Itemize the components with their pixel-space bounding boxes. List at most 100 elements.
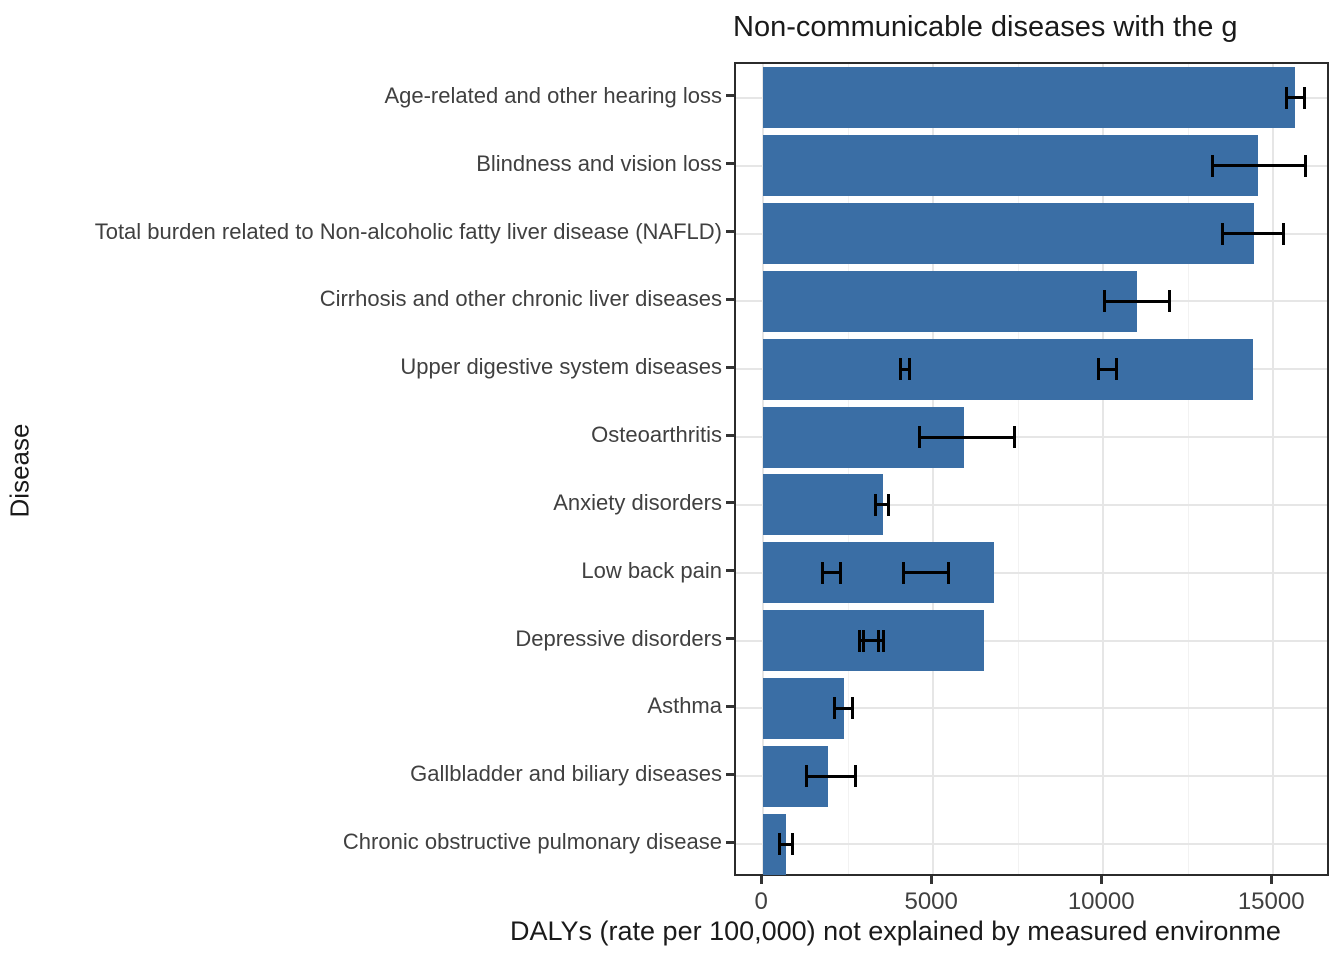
error-bar — [1212, 164, 1306, 168]
y-tick-label: Upper digestive system diseases — [400, 354, 722, 380]
y-axis-tick — [726, 94, 734, 98]
y-axis-tick — [726, 772, 734, 776]
x-tick-label: 5000 — [904, 888, 958, 915]
error-bar-cap — [907, 358, 911, 381]
gridline-major-vertical — [762, 64, 765, 874]
y-tick-label: Asthma — [647, 693, 722, 719]
error-bar-cap — [777, 833, 781, 856]
error-bar — [875, 503, 889, 507]
gridline-major-horizontal — [736, 639, 1327, 642]
x-tick-label: 15000 — [1237, 888, 1305, 915]
error-bar-cap — [850, 697, 854, 720]
error-bar — [1104, 299, 1170, 303]
error-bar-cap — [1281, 222, 1285, 245]
error-bar-cap — [1096, 358, 1100, 381]
error-bar-cap — [790, 833, 794, 856]
y-tick-label: Cirrhosis and other chronic liver diseas… — [319, 286, 722, 312]
error-bar-cap — [1210, 154, 1214, 177]
y-tick-label: Chronic obstructive pulmonary disease — [342, 829, 722, 855]
error-bar — [1222, 232, 1284, 236]
gridline-minor-vertical — [1017, 64, 1019, 874]
error-bar-cap — [1284, 86, 1288, 109]
y-tick-label: Gallbladder and biliary diseases — [410, 761, 722, 787]
plot-panel — [734, 62, 1329, 876]
x-axis-tick — [759, 876, 763, 884]
bar — [763, 338, 1253, 400]
error-bar-cap — [1302, 86, 1306, 109]
error-bar — [903, 571, 949, 575]
bar — [763, 67, 1296, 129]
error-bar — [1098, 367, 1117, 371]
bar — [763, 135, 1258, 197]
y-tick-label: Anxiety disorders — [553, 489, 722, 515]
y-axis-tick — [726, 501, 734, 505]
error-bar-cap — [1013, 426, 1017, 449]
y-tick-label: Age-related and other hearing loss — [384, 82, 722, 108]
error-bar-cap — [1103, 290, 1107, 313]
error-bar-cap — [886, 493, 890, 516]
y-axis-tick — [726, 230, 734, 234]
error-bar-cap — [853, 765, 857, 788]
error-bar-cap — [881, 629, 885, 652]
error-bar — [779, 842, 793, 846]
error-bar — [1286, 96, 1305, 100]
bar — [763, 203, 1255, 265]
error-bar-cap — [820, 561, 824, 584]
y-tick-label: Depressive disorders — [515, 625, 722, 651]
y-axis-tick — [726, 704, 734, 708]
gridline-minor-vertical — [847, 64, 849, 874]
y-axis-tick — [726, 637, 734, 641]
gridline-major-horizontal — [736, 503, 1327, 506]
error-bar-cap — [1220, 222, 1224, 245]
y-tick-label: Osteoarthritis — [591, 422, 722, 448]
error-bar — [834, 706, 853, 710]
error-bar-cap — [946, 561, 950, 584]
bar — [763, 270, 1138, 332]
error-bar-cap — [873, 493, 877, 516]
y-tick-label: Total burden related to Non-alcoholic fa… — [94, 218, 722, 244]
y-axis-tick — [726, 297, 734, 301]
x-axis-tick — [1269, 876, 1273, 884]
error-bar-cap — [1168, 290, 1171, 313]
error-bar-cap — [901, 561, 905, 584]
bar — [763, 542, 995, 604]
error-bar — [806, 774, 855, 778]
gridline-major-horizontal — [736, 843, 1327, 846]
chart-title: Non-communicable diseases with the g — [733, 11, 1238, 43]
error-bar-cap — [857, 629, 861, 652]
gridline-minor-vertical — [1187, 64, 1189, 874]
bar — [763, 677, 845, 739]
error-bar — [863, 639, 884, 643]
error-bar — [919, 435, 1015, 439]
gridline-major-horizontal — [736, 571, 1327, 574]
y-axis-tick — [726, 840, 734, 844]
y-axis-tick — [726, 569, 734, 573]
y-axis-tick — [726, 365, 734, 369]
error-bar-cap — [804, 765, 808, 788]
gridline-major-horizontal — [736, 707, 1327, 710]
y-tick-label: Low back pain — [581, 557, 722, 583]
y-tick-label: Blindness and vision loss — [476, 150, 722, 176]
y-axis-tick — [726, 162, 734, 166]
x-axis-tick — [1099, 876, 1103, 884]
gridline-major-vertical — [1272, 64, 1275, 874]
gridline-major-horizontal — [736, 775, 1327, 778]
gridline-major-horizontal — [736, 436, 1327, 439]
x-tick-label: 10000 — [1067, 888, 1135, 915]
error-bar-cap — [898, 358, 902, 381]
gridline-major-vertical — [1102, 64, 1105, 874]
y-axis-labels: Age-related and other hearing loss Blindn… — [0, 62, 722, 876]
error-bar — [822, 571, 841, 575]
error-bar-cap — [1303, 154, 1307, 177]
gridline-major-vertical — [932, 64, 935, 874]
error-bar-cap — [1115, 358, 1119, 381]
x-axis-tick — [929, 876, 933, 884]
y-axis-tick — [726, 433, 734, 437]
error-bar-cap — [918, 426, 922, 449]
bar — [763, 813, 787, 875]
error-bar-cap — [832, 697, 836, 720]
x-tick-label: 0 — [754, 888, 768, 915]
error-bar — [900, 367, 910, 371]
error-bar-cap — [862, 629, 865, 652]
